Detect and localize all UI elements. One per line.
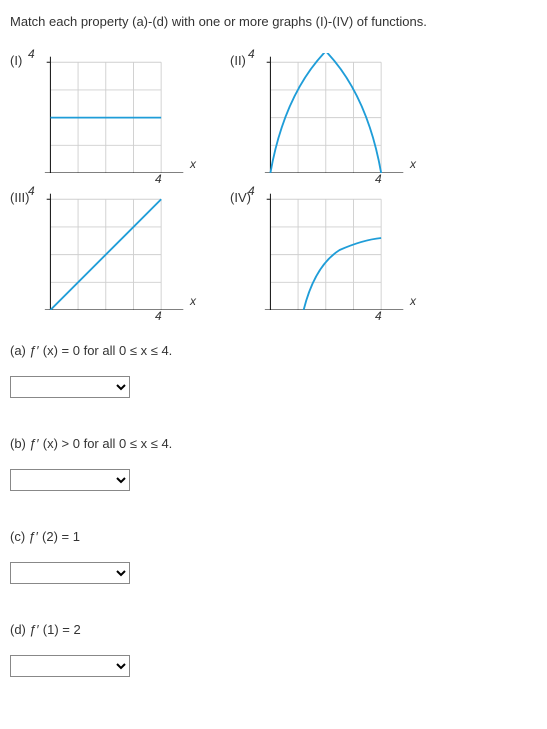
x-max-I: 4 [155,172,162,186]
graph-cell-III: (III) 4 4 x [10,190,190,313]
question-b: (b) ƒ′ (x) > 0 for all 0 ≤ x ≤ 4. [10,436,537,491]
graph-row-2: (III) 4 4 x (IV) 4 [10,190,537,313]
x-var-IV: x [410,294,416,308]
answer-select-c[interactable] [10,562,130,584]
x-max-III: 4 [155,309,162,323]
y-max-II: 4 [248,47,255,61]
graph-III-svg [40,190,190,310]
x-max-II: 4 [375,172,382,186]
graph-IV-svg [260,190,410,310]
question-prompt: Match each property (a)-(d) with one or … [10,14,537,29]
graph-row-1: (I) 4 4 x (II) 4 [10,53,537,176]
y-max-I: 4 [28,47,35,61]
graph-cell-I: (I) 4 4 x [10,53,190,176]
y-max-IV: 4 [248,184,255,198]
question-d-text: (d) ƒ′ (1) = 2 [10,622,537,637]
answer-select-d[interactable] [10,655,130,677]
x-max-IV: 4 [375,309,382,323]
answer-select-b[interactable] [10,469,130,491]
x-var-III: x [190,294,196,308]
question-c-text: (c) ƒ′ (2) = 1 [10,529,537,544]
questions: (a) ƒ′ (x) = 0 for all 0 ≤ x ≤ 4. (b) ƒ′… [10,343,537,677]
answer-select-a[interactable] [10,376,130,398]
question-b-text: (b) ƒ′ (x) > 0 for all 0 ≤ x ≤ 4. [10,436,537,451]
x-var-II: x [410,157,416,171]
question-c: (c) ƒ′ (2) = 1 [10,529,537,584]
graph-cell-II: (II) 4 4 x [230,53,410,176]
question-d: (d) ƒ′ (1) = 2 [10,622,537,677]
curve-IV [304,238,382,310]
x-var-I: x [190,157,196,171]
question-a-text: (a) ƒ′ (x) = 0 for all 0 ≤ x ≤ 4. [10,343,537,358]
question-a: (a) ƒ′ (x) = 0 for all 0 ≤ x ≤ 4. [10,343,537,398]
y-max-III: 4 [28,184,35,198]
graph-cell-IV: (IV) 4 4 x [230,190,410,313]
graph-II-svg [260,53,410,173]
graph-I-svg [40,53,190,173]
